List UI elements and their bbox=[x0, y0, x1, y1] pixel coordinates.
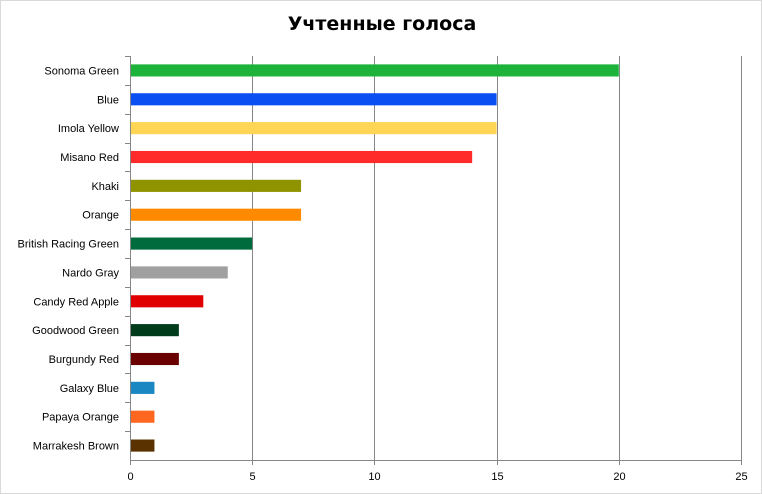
x-tick-label: 15 bbox=[491, 471, 503, 483]
bar bbox=[131, 237, 253, 250]
bar bbox=[131, 352, 179, 366]
category-label: Imola Yellow bbox=[58, 123, 119, 135]
category-label: Orange bbox=[82, 210, 119, 222]
category-label: Galaxy Blue bbox=[60, 383, 119, 395]
chart-title: Учтенные голоса bbox=[287, 13, 477, 35]
x-tick-label: 25 bbox=[735, 471, 747, 483]
category-label: Blue bbox=[97, 94, 119, 106]
bar bbox=[131, 93, 497, 106]
x-tick-label: 10 bbox=[368, 471, 380, 483]
grid-lines bbox=[252, 56, 742, 460]
category-label: Misano Red bbox=[60, 152, 119, 164]
bar bbox=[131, 381, 155, 394]
category-label: Marrakesh Brown bbox=[33, 441, 119, 453]
category-label: Papaya Orange bbox=[42, 412, 119, 424]
axes bbox=[125, 56, 742, 465]
category-label: Goodwood Green bbox=[32, 325, 119, 337]
bar bbox=[131, 64, 619, 77]
category-label: Khaki bbox=[91, 181, 119, 193]
category-label: Burgundy Red bbox=[49, 354, 119, 366]
labels: 0 5 10 15 20 25 Sonoma Green Blue Imola Yellow Mi… bbox=[18, 65, 748, 483]
category-label: British Racing Green bbox=[18, 239, 120, 251]
category-label: Nardo Gray bbox=[62, 267, 119, 279]
x-tick-label: 5 bbox=[249, 471, 255, 483]
bar bbox=[131, 410, 155, 423]
bar bbox=[131, 208, 302, 221]
bar bbox=[131, 122, 497, 135]
bar bbox=[131, 324, 179, 337]
bar bbox=[131, 266, 228, 279]
bar bbox=[131, 295, 204, 308]
x-tick-label: 20 bbox=[613, 471, 625, 483]
bars bbox=[131, 64, 619, 452]
bar bbox=[131, 439, 155, 452]
bar bbox=[131, 150, 473, 164]
bar bbox=[131, 179, 302, 192]
x-tick-label: 0 bbox=[127, 471, 133, 483]
category-label: Candy Red Apple bbox=[33, 296, 119, 308]
category-label: Sonoma Green bbox=[44, 65, 119, 77]
